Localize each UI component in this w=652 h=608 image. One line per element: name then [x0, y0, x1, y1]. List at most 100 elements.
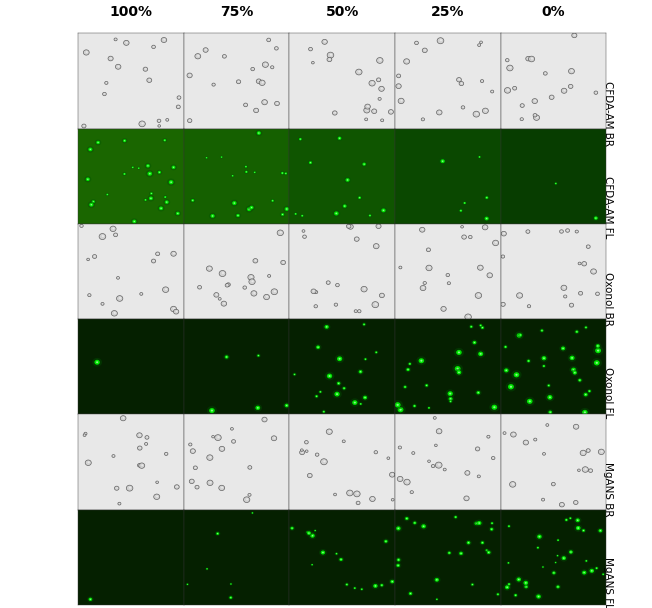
Circle shape — [484, 548, 489, 552]
Circle shape — [342, 203, 348, 209]
Circle shape — [356, 238, 358, 240]
Circle shape — [323, 410, 325, 413]
Circle shape — [156, 496, 158, 497]
Circle shape — [597, 293, 599, 294]
Circle shape — [357, 368, 364, 375]
Circle shape — [117, 66, 119, 67]
Circle shape — [219, 446, 225, 451]
Circle shape — [491, 522, 494, 524]
Circle shape — [310, 564, 314, 566]
Circle shape — [221, 301, 227, 306]
Circle shape — [379, 98, 380, 99]
Circle shape — [477, 392, 479, 393]
Circle shape — [379, 582, 385, 588]
Circle shape — [561, 503, 563, 505]
Circle shape — [254, 404, 262, 412]
Circle shape — [258, 133, 259, 134]
Circle shape — [436, 110, 442, 115]
Circle shape — [482, 542, 483, 544]
Circle shape — [213, 436, 214, 437]
Circle shape — [323, 460, 325, 462]
Circle shape — [461, 226, 464, 228]
Circle shape — [147, 171, 152, 176]
Circle shape — [580, 408, 590, 417]
Circle shape — [190, 198, 196, 203]
Circle shape — [396, 564, 400, 567]
Circle shape — [435, 578, 439, 582]
Circle shape — [440, 40, 442, 41]
Circle shape — [363, 288, 366, 289]
Circle shape — [397, 477, 403, 482]
Circle shape — [308, 532, 316, 539]
Circle shape — [412, 520, 418, 525]
Circle shape — [379, 86, 384, 91]
Circle shape — [449, 397, 452, 401]
Circle shape — [96, 361, 98, 363]
Circle shape — [336, 283, 339, 287]
Circle shape — [336, 304, 337, 305]
Circle shape — [422, 119, 424, 120]
Circle shape — [219, 298, 220, 299]
Circle shape — [584, 412, 586, 413]
Circle shape — [395, 405, 406, 415]
Circle shape — [352, 400, 357, 405]
Circle shape — [503, 432, 506, 435]
Circle shape — [505, 586, 509, 589]
Circle shape — [89, 598, 92, 601]
Circle shape — [483, 215, 490, 222]
Circle shape — [597, 350, 599, 351]
Circle shape — [312, 62, 314, 63]
Circle shape — [529, 400, 531, 402]
Circle shape — [475, 522, 479, 525]
Circle shape — [428, 407, 430, 409]
Circle shape — [509, 66, 511, 69]
Circle shape — [561, 347, 565, 350]
Circle shape — [173, 308, 175, 309]
Circle shape — [573, 368, 576, 370]
Circle shape — [480, 325, 481, 326]
Circle shape — [414, 522, 415, 523]
Circle shape — [470, 582, 475, 587]
Circle shape — [363, 323, 365, 325]
Circle shape — [347, 490, 353, 496]
Circle shape — [359, 197, 360, 198]
Text: CFDA-AM BR: CFDA-AM BR — [603, 81, 614, 146]
Circle shape — [117, 277, 119, 279]
Circle shape — [248, 466, 252, 469]
Circle shape — [316, 305, 317, 306]
Circle shape — [329, 58, 331, 60]
Circle shape — [479, 323, 483, 328]
Circle shape — [267, 274, 271, 277]
Circle shape — [250, 276, 252, 278]
Circle shape — [591, 358, 602, 367]
Circle shape — [156, 170, 162, 175]
Circle shape — [479, 475, 480, 477]
Circle shape — [477, 521, 481, 525]
Circle shape — [192, 200, 194, 201]
Circle shape — [149, 192, 154, 196]
Circle shape — [357, 195, 362, 200]
Circle shape — [602, 573, 604, 575]
Circle shape — [488, 527, 495, 532]
Circle shape — [516, 293, 523, 298]
Circle shape — [584, 572, 585, 573]
Circle shape — [497, 593, 499, 595]
Circle shape — [207, 480, 213, 486]
Circle shape — [131, 218, 138, 225]
Circle shape — [358, 502, 359, 503]
Circle shape — [274, 290, 276, 292]
Circle shape — [422, 287, 424, 289]
Circle shape — [470, 325, 473, 328]
Circle shape — [372, 82, 374, 84]
Circle shape — [503, 232, 505, 234]
Circle shape — [402, 385, 408, 389]
Circle shape — [374, 244, 379, 249]
Circle shape — [293, 373, 296, 376]
Circle shape — [411, 491, 413, 492]
Circle shape — [225, 283, 229, 287]
Circle shape — [162, 138, 167, 142]
Circle shape — [209, 213, 216, 219]
Circle shape — [117, 295, 123, 302]
Circle shape — [346, 583, 348, 586]
Circle shape — [342, 440, 346, 443]
